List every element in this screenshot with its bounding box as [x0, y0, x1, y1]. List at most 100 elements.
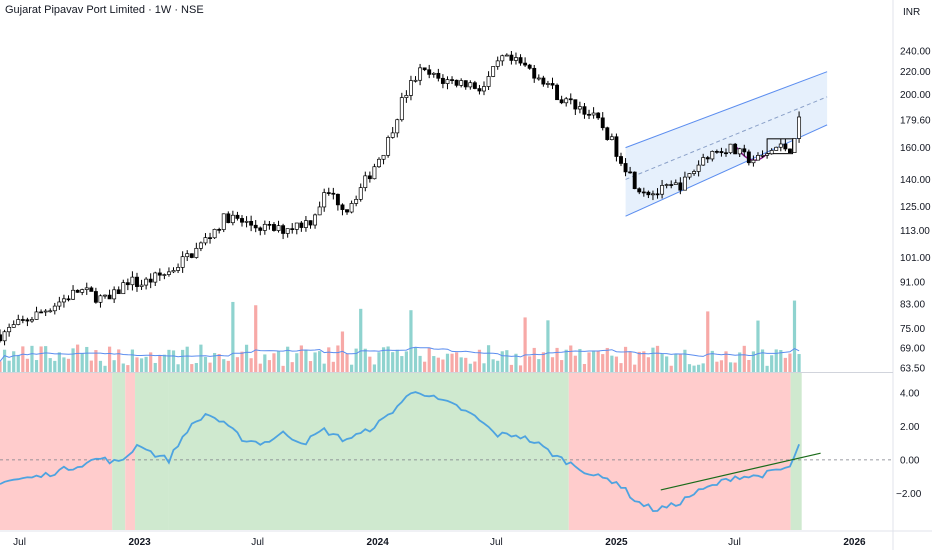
- candle-body: [495, 60, 500, 67]
- osc-tick-label: 0.00: [900, 455, 920, 466]
- candle-body: [655, 193, 660, 196]
- candle-body: [486, 76, 491, 87]
- candle-body: [84, 287, 89, 290]
- candle-body: [148, 278, 153, 283]
- candle-body: [797, 116, 802, 139]
- volume-bar: [208, 362, 212, 373]
- candle-body: [623, 163, 628, 173]
- candle-body: [673, 182, 678, 185]
- candle-body: [253, 224, 258, 229]
- volume-bar: [377, 352, 381, 373]
- candle-body: [509, 54, 514, 61]
- volume-bar: [318, 351, 322, 373]
- currency-label: INR: [903, 7, 920, 18]
- volume-ma-line: [0, 346, 800, 362]
- candle-body: [89, 287, 94, 292]
- candle-body: [367, 175, 372, 180]
- candle-body: [523, 62, 528, 66]
- volume-bar: [546, 320, 550, 373]
- volume-bar: [633, 364, 637, 373]
- volume-bar: [413, 347, 418, 373]
- candle-body: [646, 191, 651, 196]
- volume-bar: [162, 354, 166, 373]
- candle-body: [472, 82, 477, 89]
- candle-body: [281, 225, 286, 234]
- volume-bar: [706, 311, 710, 373]
- candle-body: [600, 117, 605, 129]
- y-tick-label: 75.00: [900, 324, 925, 335]
- volume-bar: [418, 355, 422, 373]
- candle-body: [221, 213, 226, 230]
- candle-body: [377, 158, 381, 168]
- candle-body: [166, 271, 171, 275]
- volume-bar: [213, 352, 217, 373]
- candle-body: [262, 223, 267, 231]
- volume-bar: [738, 352, 742, 373]
- volume-bar: [7, 360, 11, 373]
- candle-body: [614, 136, 619, 157]
- candle-body: [294, 222, 299, 230]
- y-tick-label: 101.00: [900, 253, 931, 264]
- volume-bar: [30, 345, 34, 373]
- volume-bar: [222, 359, 226, 373]
- candle-body: [16, 319, 21, 325]
- volume-bar: [742, 345, 746, 373]
- candle-body: [678, 182, 683, 191]
- candle-body: [514, 57, 518, 61]
- candle-body: [664, 184, 669, 186]
- volume-bar: [217, 353, 221, 373]
- volume-bar: [756, 320, 760, 373]
- volume-bar: [683, 349, 687, 373]
- volume-bar: [313, 352, 317, 373]
- volume-bar: [48, 358, 52, 373]
- candle-body: [93, 291, 98, 303]
- y-tick-label: 140.00: [900, 175, 931, 186]
- candle-body: [518, 57, 523, 64]
- volume-bar: [637, 351, 641, 373]
- volume-bar: [286, 346, 290, 373]
- candle-body: [550, 83, 555, 86]
- candle-body: [198, 242, 203, 249]
- candle-body: [75, 289, 80, 293]
- candle-body: [52, 305, 57, 312]
- y-tick-label: 160.00: [900, 143, 931, 154]
- candle-body: [11, 324, 16, 328]
- candle-body: [769, 150, 774, 155]
- volume-bar: [263, 354, 267, 373]
- volume-bar: [660, 353, 664, 373]
- candle-body: [125, 282, 130, 286]
- volume-bar: [441, 359, 445, 373]
- volume-bar: [710, 350, 714, 373]
- candle-body: [559, 99, 564, 104]
- candle-body: [313, 214, 318, 226]
- candle-body: [217, 228, 222, 231]
- volume-bar: [692, 365, 696, 373]
- volume-bar: [167, 349, 171, 373]
- osc-tick-label: 4.00: [900, 389, 920, 400]
- volume-bar: [235, 357, 240, 373]
- volume-bar: [89, 360, 93, 373]
- volume-bar: [733, 362, 737, 373]
- candle-body: [491, 66, 496, 77]
- volume-bar: [62, 357, 66, 373]
- candle-body: [605, 127, 610, 140]
- candle-body: [404, 95, 409, 98]
- volume-bar: [450, 353, 454, 373]
- candle-body: [422, 67, 427, 71]
- volume-bar: [674, 354, 678, 373]
- volume-bar: [76, 344, 80, 373]
- candle-body: [787, 148, 792, 154]
- candle-body: [116, 289, 121, 295]
- y-tick-label: 200.00: [900, 90, 931, 101]
- candle-body: [482, 86, 486, 92]
- volume-bar: [628, 351, 632, 373]
- osc-tick-label: −2.00: [896, 489, 922, 500]
- volume-bar: [203, 356, 208, 373]
- volume-bar: [678, 354, 682, 373]
- candle-body: [276, 225, 281, 231]
- candle-body: [144, 278, 149, 286]
- candle-body: [696, 164, 701, 172]
- volume-bar: [564, 349, 568, 373]
- volume-bar: [57, 352, 61, 373]
